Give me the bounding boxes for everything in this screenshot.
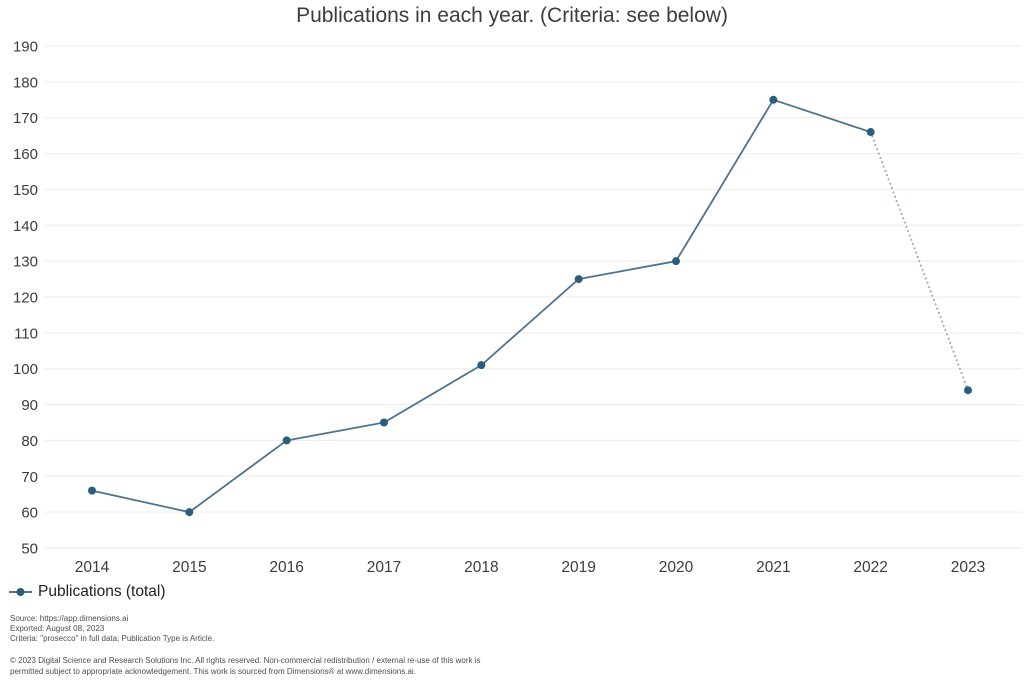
y-tick-label: 60: [21, 505, 38, 522]
x-tick-label: 2021: [756, 559, 790, 576]
footnote-source: Source: https://app.dimensions.ai: [10, 614, 129, 623]
data-point: [964, 386, 972, 395]
data-point: [282, 436, 291, 445]
y-tick-label: 190: [13, 39, 38, 56]
legend-line-marker-icon: [9, 588, 32, 596]
copyright-line-1: © 2023 Digital Science and Research Solu…: [10, 656, 481, 665]
x-tick-label: 2017: [367, 559, 401, 576]
data-point: [672, 257, 680, 266]
y-tick-label: 90: [21, 397, 38, 414]
y-tick-label: 120: [13, 290, 38, 307]
data-point: [185, 508, 194, 517]
y-tick-label: 180: [13, 74, 38, 91]
y-tick-label: 140: [13, 218, 38, 235]
legend: Publications (total): [8, 583, 166, 601]
copyright-notice: © 2023 Digital Science and Research Solu…: [10, 655, 481, 677]
series-line: [91, 98, 871, 514]
y-tick-label: 110: [14, 325, 38, 342]
y-tick-label: 100: [13, 361, 38, 378]
line-chart-plot-area: 50 60 70 80 90 100 110 120 130 140 150 160 170 180 190…: [13, 39, 1022, 576]
y-tick-label: 160: [13, 146, 38, 163]
y-tick-label: 50: [21, 541, 38, 558]
footnote-exported: Exported: August 08, 2023: [10, 624, 105, 633]
chart-title: Publications in each year. (Criteria: se…: [296, 4, 728, 27]
y-tick-label: 130: [13, 254, 38, 271]
x-tick-label: 2016: [269, 559, 303, 576]
y-tick-label: 150: [13, 182, 38, 199]
x-tick-label: 2020: [659, 559, 694, 576]
x-tick-label: 2018: [464, 559, 498, 576]
x-tick-label: 2014: [75, 559, 110, 576]
series-dotted-segment: [869, 131, 969, 392]
y-tick-label: 170: [13, 110, 38, 127]
y-tick-label: 70: [21, 469, 38, 486]
data-point: [769, 95, 778, 104]
data-point: [88, 486, 96, 495]
legend-label: Publications (total): [38, 583, 166, 600]
copyright-line-2: permitted subject to appropriate acknowl…: [10, 667, 416, 676]
x-tick-label: 2023: [951, 559, 985, 576]
data-point: [477, 361, 486, 370]
x-tick-label: 2015: [172, 559, 206, 576]
y-tick-label: 80: [21, 433, 38, 450]
x-tick-label: 2022: [853, 559, 887, 576]
footnote-criteria: Criteria: "prosecco" in full data; Publi…: [10, 634, 215, 643]
data-point: [574, 275, 583, 284]
footnotes: Source: https://app.dimensions.ai Export…: [10, 614, 214, 644]
x-tick-label: 2019: [561, 559, 595, 576]
data-point: [380, 418, 388, 427]
data-point: [866, 128, 875, 137]
